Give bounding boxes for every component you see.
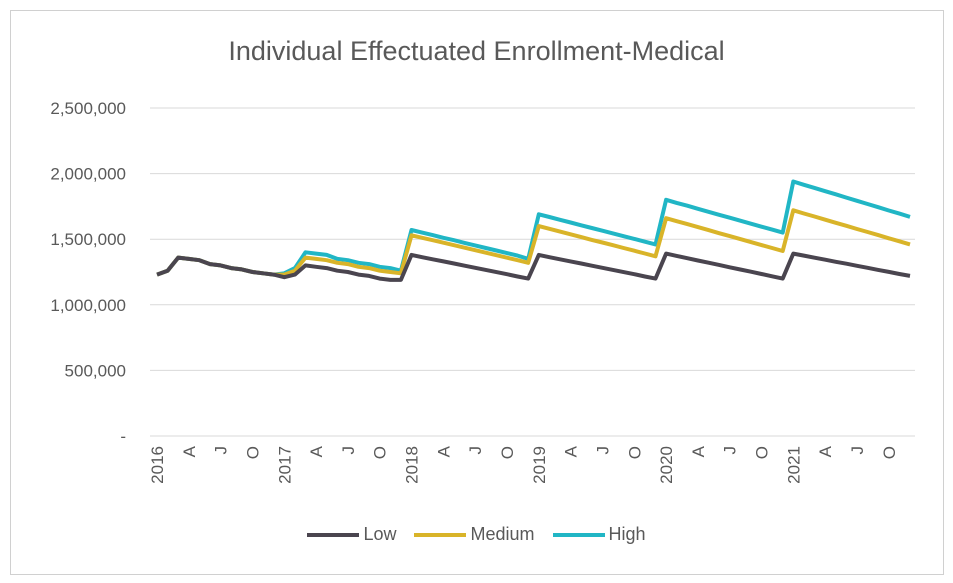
y-tick-label: 1,500,000 <box>50 230 126 249</box>
legend-swatch-medium <box>414 532 467 537</box>
legend: Low Medium High <box>0 524 953 545</box>
x-tick-label: O <box>371 446 390 459</box>
x-tick-label: 2021 <box>784 446 803 484</box>
x-tick-label: O <box>243 446 262 459</box>
series-line-medium <box>156 208 911 277</box>
x-tick-label: A <box>434 445 453 457</box>
x-tick-label: O <box>498 446 517 459</box>
legend-label-high: High <box>608 524 646 544</box>
legend-item-low: Low <box>307 524 396 545</box>
series-line-high <box>156 179 911 277</box>
x-tick-label: J <box>339 446 358 455</box>
x-tick-label: 2016 <box>148 446 167 484</box>
legend-label-medium: Medium <box>470 524 535 544</box>
y-tick-label: 500,000 <box>65 361 126 380</box>
x-tick-label: J <box>212 446 231 455</box>
legend-swatch-low <box>307 532 360 537</box>
y-tick-label: 2,000,000 <box>50 165 126 184</box>
x-tick-label: A <box>816 445 835 457</box>
x-tick-label: J <box>466 446 485 455</box>
x-tick-label: O <box>625 446 644 459</box>
series-line-low <box>156 251 911 282</box>
x-tick-label: J <box>848 446 867 455</box>
legend-label-low: Low <box>363 524 397 544</box>
legend-item-medium: Medium <box>414 524 535 545</box>
x-tick-label: 2019 <box>530 446 549 484</box>
legend-item-high: High <box>552 524 646 545</box>
legend-swatch-high <box>552 532 605 537</box>
y-tick-label: 1,000,000 <box>50 296 126 315</box>
x-tick-label: 2020 <box>657 446 676 484</box>
x-tick-label: A <box>689 445 708 457</box>
x-tick-label: 2018 <box>403 446 422 484</box>
y-tick-label: - <box>120 427 126 446</box>
chart-frame <box>10 10 944 575</box>
x-tick-label: O <box>880 446 899 459</box>
x-tick-label: A <box>562 445 581 457</box>
chart-title: Individual Effectuated Enrollment-Medica… <box>228 36 725 66</box>
x-tick-label: A <box>307 445 326 457</box>
x-tick-label: O <box>753 446 772 459</box>
y-tick-label: 2,500,000 <box>50 99 126 118</box>
x-tick-label: A <box>180 445 199 457</box>
x-tick-label: J <box>593 446 612 455</box>
x-tick-label: J <box>721 446 740 455</box>
x-tick-label: 2017 <box>275 446 294 484</box>
